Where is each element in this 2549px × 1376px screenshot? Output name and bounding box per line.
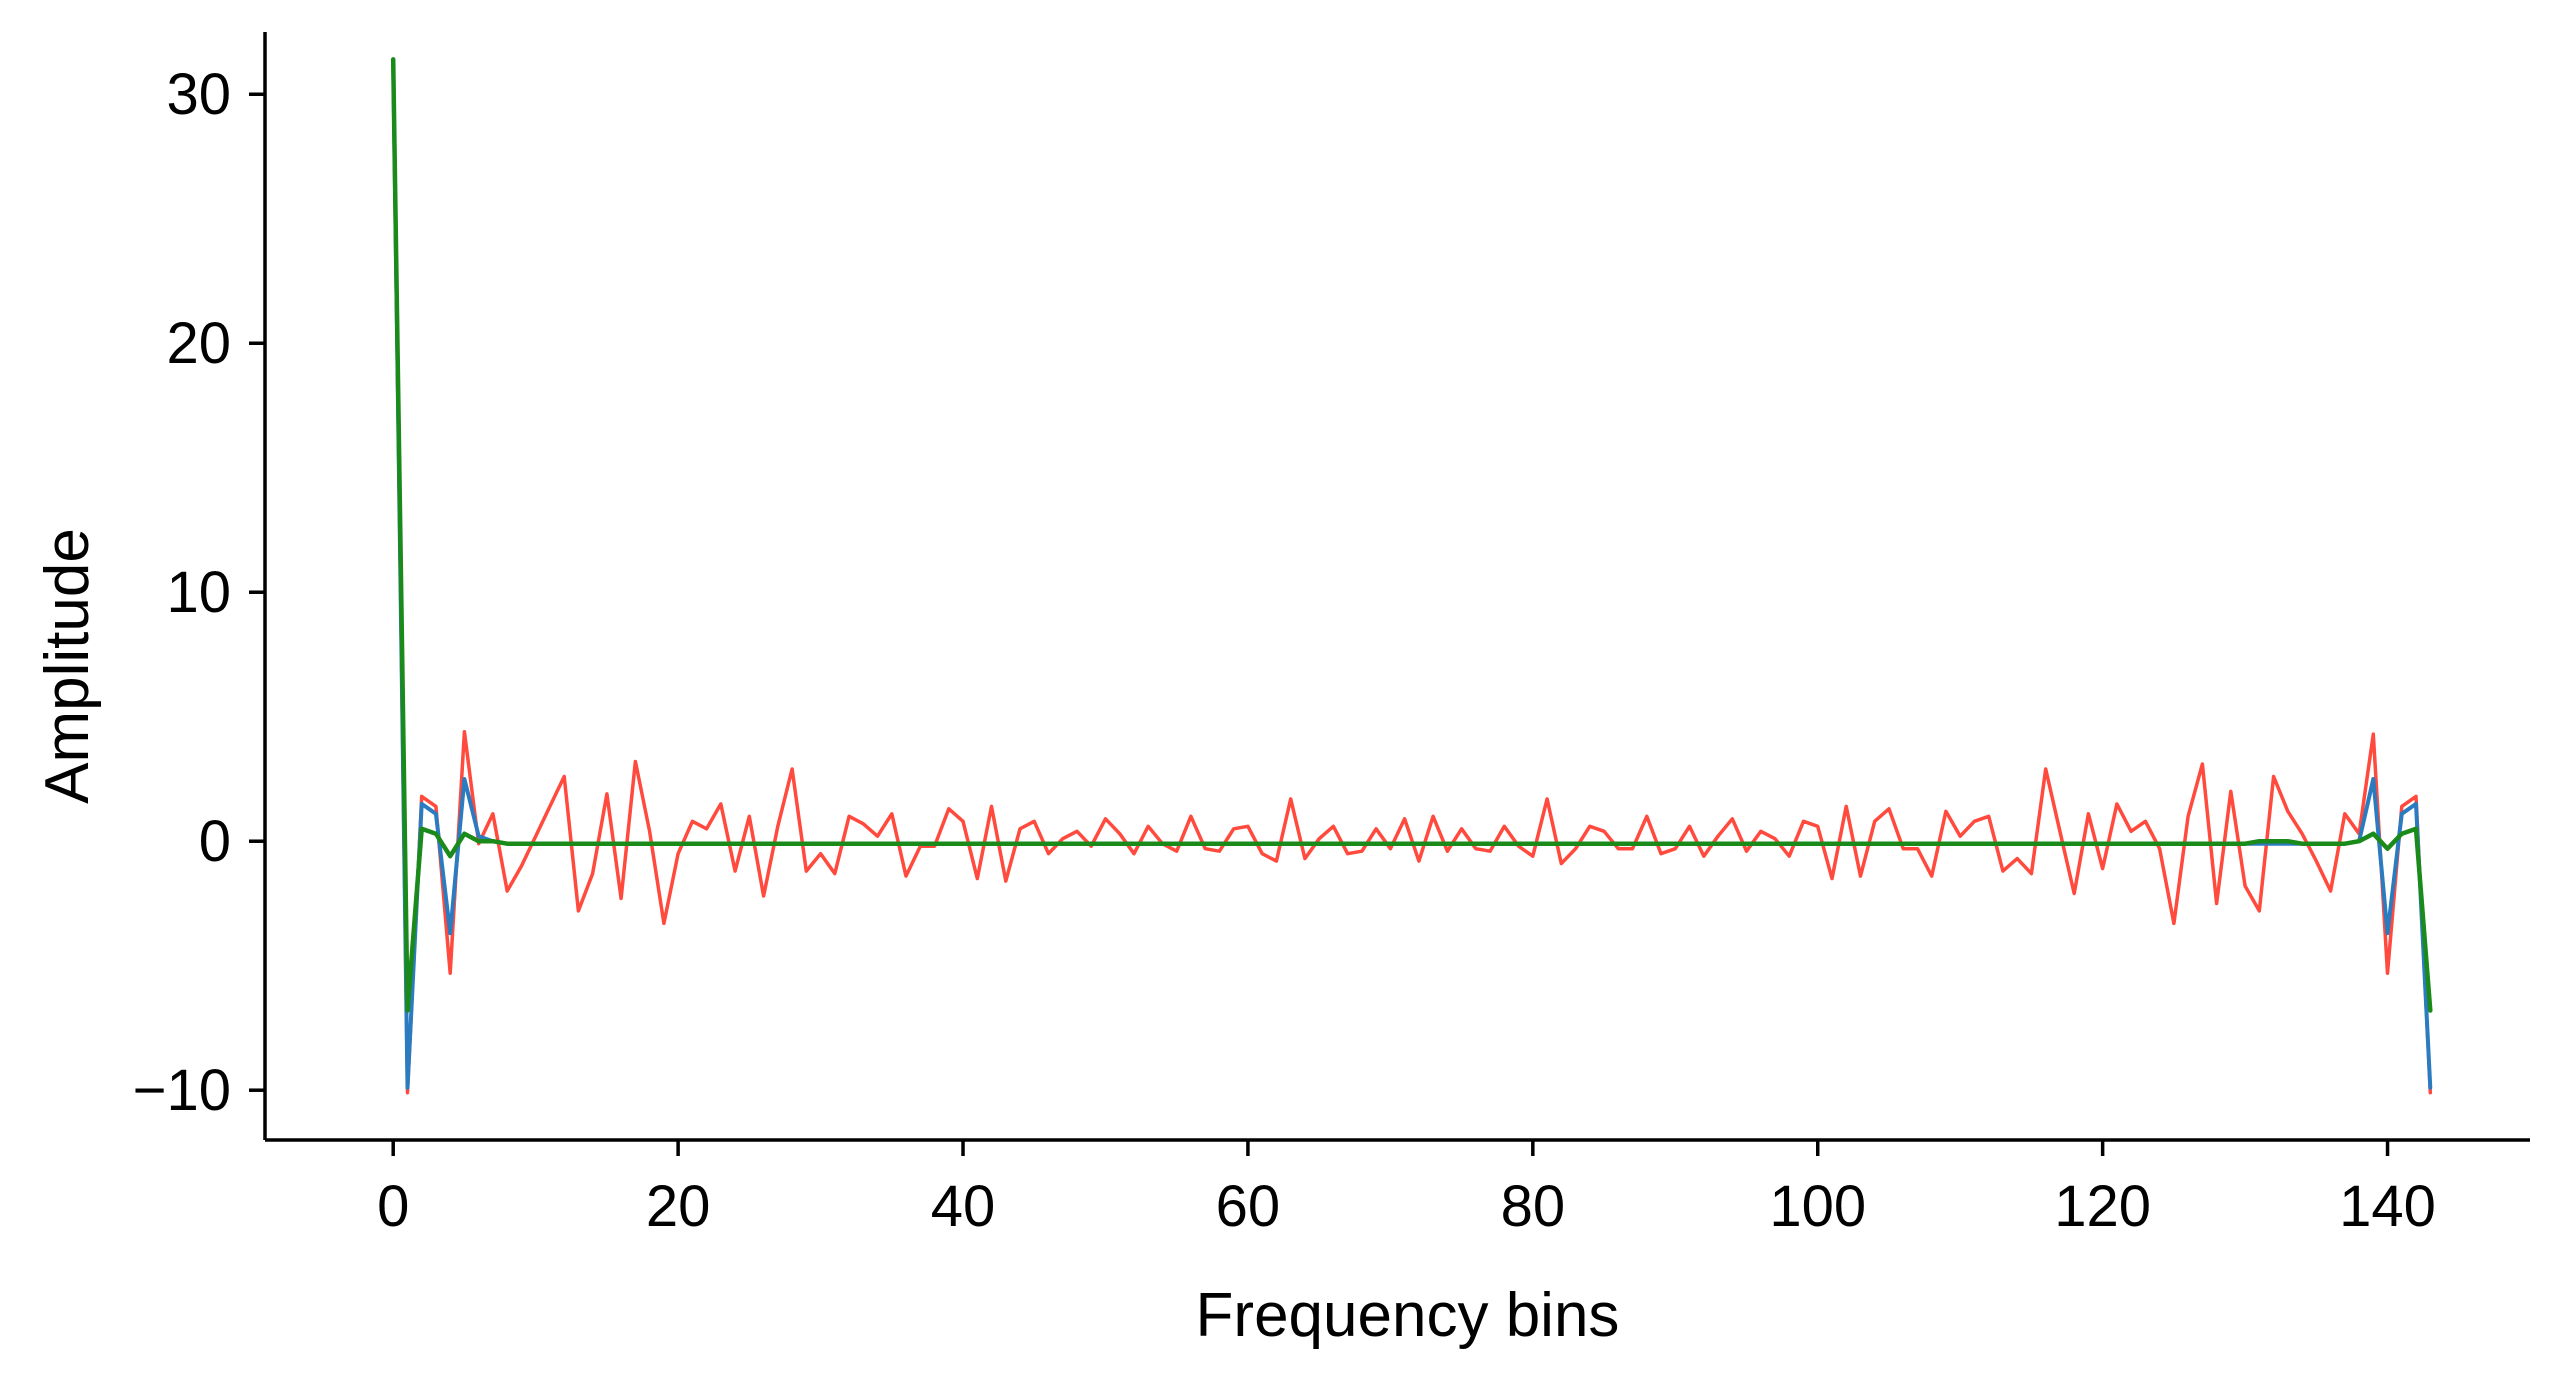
x-tick-label: 120 xyxy=(2054,1174,2151,1239)
y-tick-label: 10 xyxy=(166,560,231,625)
y-tick-label: 20 xyxy=(166,311,231,376)
y-tick-label: −10 xyxy=(133,1058,231,1123)
series-layer xyxy=(390,57,2433,1095)
series-line-2 xyxy=(391,57,2433,1090)
y-axis-title: Amplitude xyxy=(33,528,102,804)
y-ticks: −10 0 10 20 30 xyxy=(133,62,265,1123)
y-tick-label: 30 xyxy=(166,62,231,127)
series-line-1 xyxy=(391,57,2433,1095)
x-ticks: 0 20 40 60 80 100 120 140 xyxy=(377,1140,2436,1239)
series-line-3 xyxy=(390,57,2433,1013)
x-tick-label: 60 xyxy=(1216,1174,1281,1239)
x-tick-label: 100 xyxy=(1769,1174,1866,1239)
x-tick-label: 20 xyxy=(646,1174,711,1239)
x-tick-label: 40 xyxy=(931,1174,996,1239)
x-tick-label: 140 xyxy=(2339,1174,2436,1239)
x-tick-label: 0 xyxy=(377,1174,409,1239)
x-tick-label: 80 xyxy=(1501,1174,1566,1239)
x-axis-title: Frequency bins xyxy=(1196,1281,1620,1350)
y-tick-label: 0 xyxy=(199,809,231,874)
